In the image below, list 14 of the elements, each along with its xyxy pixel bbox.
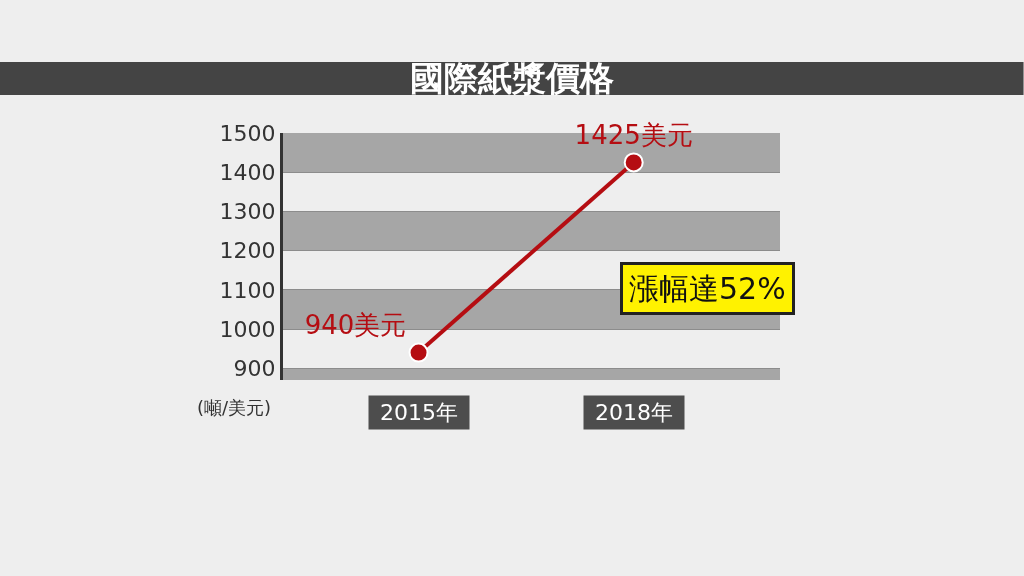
y-tick-label: 1500 [219, 120, 276, 146]
y-tick-label: 1000 [219, 316, 276, 342]
x-tick-label: 2018年 [588, 400, 680, 425]
y-tick-label: 1400 [219, 159, 276, 185]
y-axis-title: (噸/美元) [197, 397, 272, 418]
annotation: 漲幅達52% [629, 271, 786, 306]
y-tick-label: 1300 [219, 199, 276, 225]
x-tick-label: 2015年 [373, 400, 465, 425]
y-tick-label: 900 [233, 355, 276, 381]
y-tick-label: 1100 [219, 277, 276, 303]
chart-title: 國際紙漿價格 [410, 58, 614, 99]
y-tick-label: 1200 [219, 238, 276, 264]
data-label: 940美元 [304, 309, 407, 340]
data-label: 1425美元 [574, 119, 693, 150]
